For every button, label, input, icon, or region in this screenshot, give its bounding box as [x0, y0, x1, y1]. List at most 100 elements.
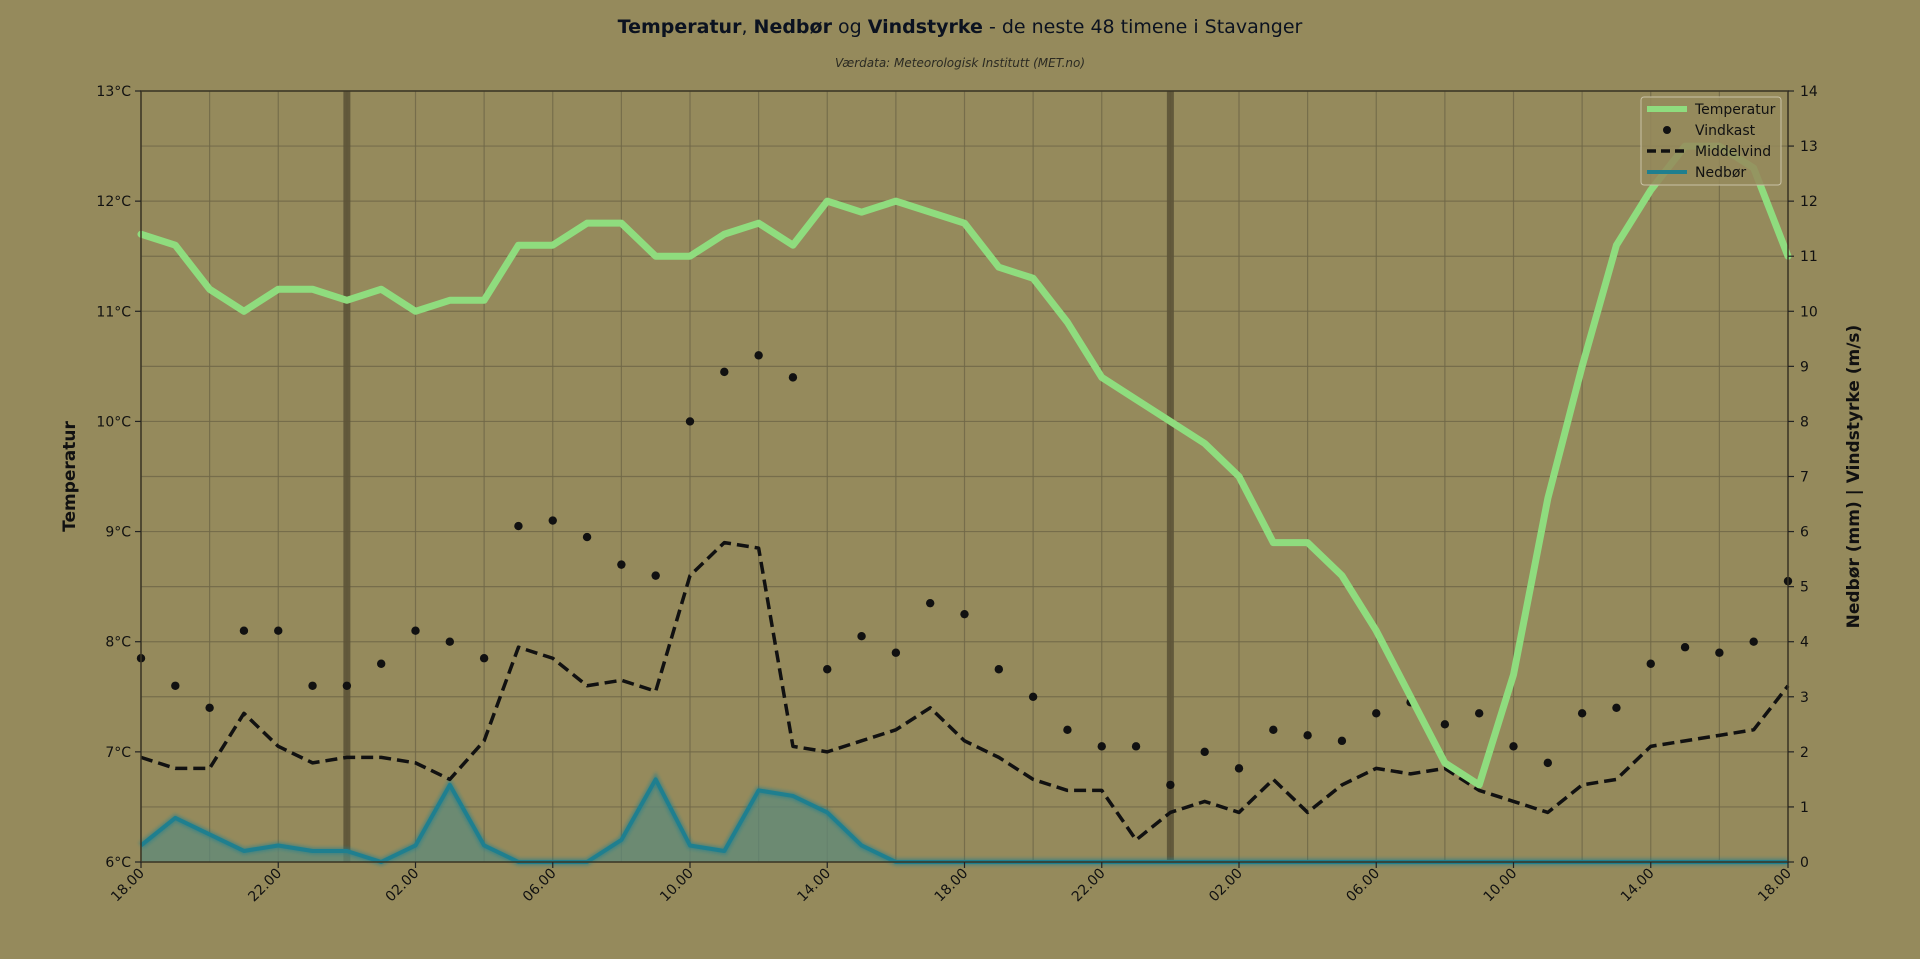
- gust-point: [548, 516, 557, 525]
- x-tick-label: 06.00: [1343, 866, 1383, 906]
- chart-title: Temperatur, Nedbør og Vindstyrke - de ne…: [0, 16, 1920, 38]
- gust-point: [1749, 637, 1758, 646]
- legend: Temperatur Vindkast Middelvind Nedbør: [1640, 96, 1782, 186]
- gust-point: [1028, 692, 1038, 701]
- x-tick-label: 10.00: [1481, 866, 1521, 906]
- legend-label: Nedbør: [1695, 165, 1746, 181]
- x-tick-label: 06.00: [520, 866, 560, 906]
- y-left-tick-label: 6°C: [105, 855, 131, 871]
- y-right-tick-label: 8: [1800, 414, 1809, 430]
- gust-point: [891, 648, 901, 657]
- gust-point: [1269, 725, 1278, 735]
- y-left-tick-label: 10°C: [96, 414, 131, 430]
- title-temp: Temperatur: [617, 16, 742, 38]
- legend-label: Middelvind: [1695, 144, 1771, 160]
- title-rest: - de neste 48 timene i Stavanger: [982, 16, 1303, 38]
- gust-point: [274, 626, 283, 635]
- x-tick-label: 18.00: [108, 866, 148, 906]
- x-tick-label: 18.00: [932, 866, 972, 906]
- y-right-tick-label: 10: [1800, 304, 1818, 320]
- title-precip: Nedbør: [753, 16, 832, 38]
- gust-point: [1680, 643, 1690, 652]
- y-left-tick-label: 8°C: [105, 635, 131, 651]
- gust-point: [1715, 648, 1724, 657]
- wind-layer: [136, 351, 1793, 842]
- gust-point: [1440, 720, 1450, 729]
- gust-point: [1577, 709, 1587, 718]
- legend-label: Vindkast: [1695, 123, 1756, 139]
- y-right-tick-label: 0: [1800, 855, 1809, 871]
- y-right-tick-label: 7: [1800, 470, 1809, 486]
- y-left-tick-label: 13°C: [96, 84, 131, 100]
- y-right-tick-label: 12: [1800, 194, 1818, 210]
- gust-point: [1474, 709, 1484, 718]
- gust-point: [514, 521, 523, 531]
- y-right-tick-label: 4: [1800, 635, 1809, 651]
- y-right-tick-label: 9: [1800, 359, 1809, 375]
- x-tick-label: 18.00: [1755, 866, 1795, 906]
- x-tick-label: 14.00: [794, 866, 834, 906]
- gust-point: [1234, 764, 1244, 773]
- gust-point: [1337, 736, 1347, 746]
- gust-point: [617, 560, 626, 569]
- x-tick-label: 22.00: [1069, 866, 1109, 906]
- gust-point: [205, 703, 214, 712]
- y-right-tick-label: 14: [1800, 84, 1818, 100]
- mean-wind-line: [140, 540, 1790, 842]
- temperature-line: [137, 142, 1792, 789]
- precip-area: [141, 779, 1788, 862]
- gust-point: [479, 654, 489, 663]
- y-left-axis-label: Temperatur: [60, 421, 80, 532]
- title-sep1: ,: [741, 16, 754, 38]
- gust-point: [582, 532, 592, 542]
- legend-swatch-gusts: [1663, 126, 1671, 134]
- y-right-tick-label: 2: [1800, 745, 1809, 761]
- gust-point: [788, 373, 798, 382]
- gust-point: [376, 659, 386, 668]
- gust-point: [1097, 742, 1106, 751]
- gust-point: [239, 626, 249, 635]
- x-tick-label: 10.00: [657, 866, 697, 906]
- temperature-layer: [137, 142, 1792, 789]
- y-right-tick-label: 3: [1800, 690, 1809, 706]
- gust-point: [1303, 731, 1312, 740]
- y-left-tick-label: 11°C: [96, 304, 131, 320]
- gust-point: [685, 417, 695, 426]
- gust-point: [1166, 780, 1175, 790]
- gust-point: [411, 626, 420, 635]
- chart-subtitle: Værdata: Meteorologisk Institutt (MET.no…: [834, 56, 1086, 70]
- gust-point: [445, 637, 455, 646]
- gust-point: [960, 609, 969, 619]
- gust-point: [1200, 747, 1209, 757]
- gust-point: [1612, 703, 1621, 712]
- y-left-tick-label: 12°C: [96, 194, 131, 210]
- y-right-tick-label: 6: [1800, 525, 1809, 541]
- gust-point: [1646, 659, 1655, 668]
- gust-point: [1509, 742, 1518, 751]
- y-left-tick-label: 7°C: [105, 745, 131, 761]
- gust-point: [994, 665, 1004, 674]
- y-right-tick-label: 13: [1800, 139, 1818, 155]
- title-sep2: og: [831, 16, 868, 38]
- legend-box: [1640, 96, 1782, 186]
- y-right-tick-label: 5: [1800, 580, 1809, 596]
- gust-point: [1131, 742, 1141, 751]
- title-wind: Vindstyrke: [867, 16, 983, 38]
- gust-point: [720, 367, 729, 377]
- gust-point: [342, 681, 352, 690]
- gust-point: [651, 571, 660, 580]
- gust-point: [1372, 709, 1381, 718]
- y-right-tick-label: 1: [1800, 800, 1809, 816]
- gust-point: [857, 632, 866, 641]
- x-tick-label: 02.00: [383, 866, 423, 906]
- y-left-tick-label: 9°C: [105, 525, 131, 541]
- x-tick-label: 02.00: [1206, 866, 1246, 906]
- y-right-tick-label: 11: [1800, 249, 1818, 265]
- legend-label: Temperatur: [1694, 102, 1776, 118]
- gust-point: [925, 598, 935, 608]
- gust-point: [1063, 725, 1072, 735]
- gust-point: [308, 681, 317, 690]
- gust-point: [171, 681, 180, 690]
- gust-point: [823, 665, 832, 674]
